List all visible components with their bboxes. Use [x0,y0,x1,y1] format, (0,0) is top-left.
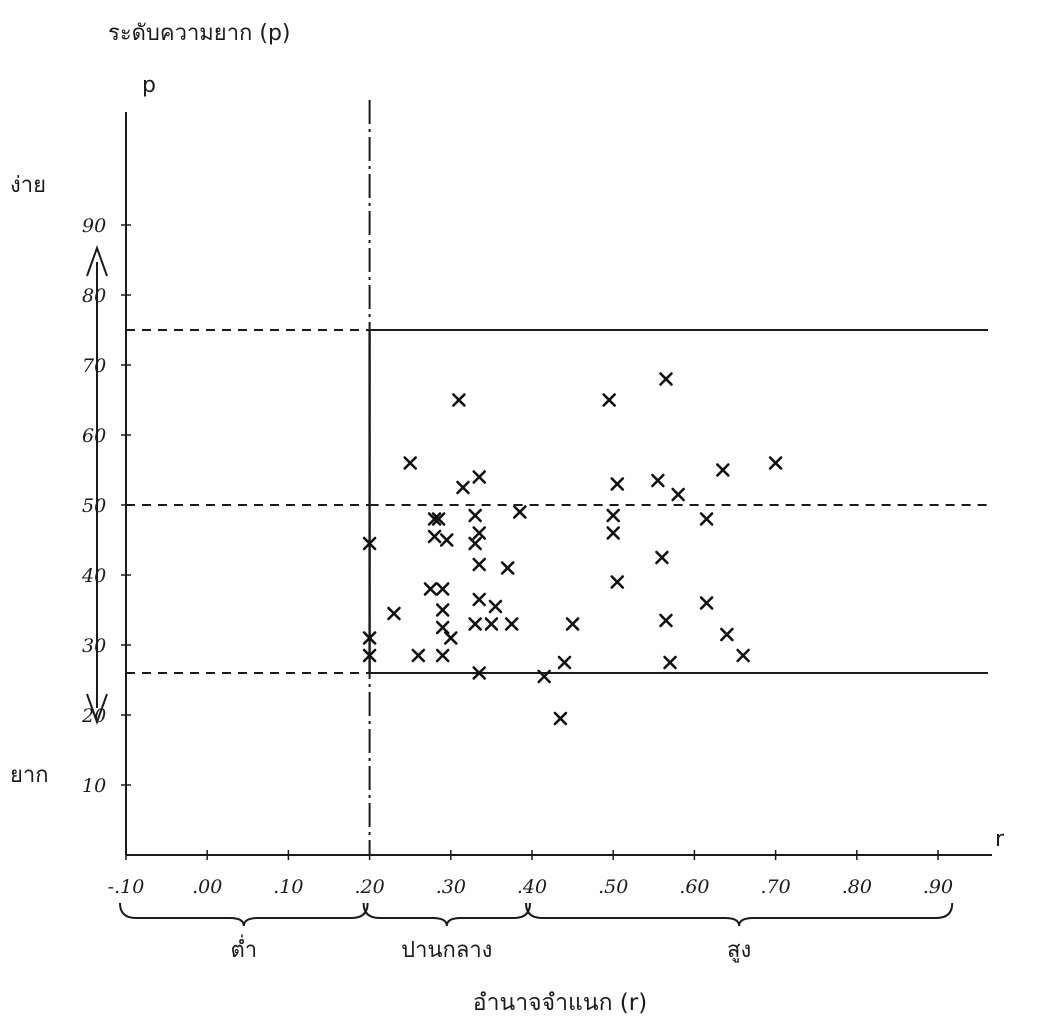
data-point [435,582,450,596]
y-tick-label: 80 [82,285,106,307]
data-point [610,477,625,491]
x-group-brace [362,902,531,927]
data-point [671,487,685,502]
reference-lines [126,100,988,855]
data-point [435,648,450,663]
data-point [768,456,783,470]
data-point [444,631,458,645]
data-point [699,512,714,526]
data-point [537,669,551,684]
axes [125,112,992,856]
y-tick-labels: 10 20 30 40 50 60 70 80 90 [81,215,131,797]
data-point [427,529,442,544]
x-tick-label: .20 [354,876,384,898]
data-point [602,393,616,407]
x-group-brace [119,902,369,927]
data-point [362,631,377,645]
chart-title: ระดับความยาก (p) [108,21,291,46]
data-point [468,536,482,551]
data-point [387,606,401,621]
y-hard-label: ยาก [10,763,49,788]
x-tick-label: .90 [923,876,953,898]
y-tick-label: 70 [82,355,106,377]
x-axis-letter: r [995,827,1005,852]
x-group-label: ปานกลาง [401,938,492,963]
y-tick-label: 60 [82,425,106,447]
x-axis-title: อำนาจจำแนก (r) [473,990,647,1016]
data-point [472,557,487,572]
x-tick-label: .10 [273,876,303,898]
data-point [655,550,669,565]
data-point [439,533,454,547]
y-easy-label: ง่าย [10,173,46,198]
x-tick-label: .80 [842,876,872,898]
data-point [720,627,734,642]
data-point [557,655,572,670]
x-tick-label: .30 [436,876,466,898]
data-point [500,561,515,575]
data-point [565,617,580,631]
data-point [736,648,750,663]
data-point [472,592,487,607]
data-point [362,536,377,551]
data-point [606,508,620,523]
x-tick-label: -.10 [108,876,145,898]
x-group-braces: ต่ำ ปานกลาง สูง [119,902,954,963]
x-tick-label: .40 [517,876,547,898]
data-point [403,456,417,470]
y-tick-label: 30 [82,635,106,657]
data-point [456,480,470,495]
y-tick-label: 90 [82,215,106,237]
data-points [362,372,783,726]
data-point [663,655,677,670]
data-point [651,473,665,488]
y-axis-letter: p [142,73,156,98]
data-point [484,617,499,631]
x-group-label: ต่ำ [230,934,257,963]
data-point [472,526,487,540]
data-point [431,512,446,526]
data-point [699,596,714,610]
y-tick-label: 10 [82,775,106,797]
data-point [472,666,487,680]
data-point [427,512,442,526]
data-point [472,470,487,484]
data-point [553,711,568,726]
data-point [435,620,450,635]
data-point [659,613,673,628]
data-point [468,617,482,631]
x-tick-label: .50 [598,876,628,898]
x-tick-labels: -.10 .00 .10 .20 .30 .40 .50 .60 .70 .80 .90 [108,850,953,898]
data-point [610,575,625,589]
y-tick-label: 40 [81,565,106,587]
x-group-label: สูง [727,938,751,963]
x-tick-label: .00 [192,876,222,898]
difficulty-arrow [86,245,108,725]
data-point [513,505,527,519]
data-point [716,463,730,477]
data-point [504,617,519,631]
data-point [411,648,426,663]
data-point [606,526,620,540]
data-point [362,648,377,663]
data-point [452,393,466,407]
x-group-brace [525,902,954,927]
y-tick-label: 20 [81,705,106,727]
y-tick-label: 50 [82,495,106,517]
x-tick-label: .60 [679,876,709,898]
data-point [659,372,673,386]
data-point [488,599,503,614]
data-point [435,603,450,617]
x-tick-label: .70 [760,876,790,898]
data-point [423,582,438,596]
data-point [468,508,482,523]
